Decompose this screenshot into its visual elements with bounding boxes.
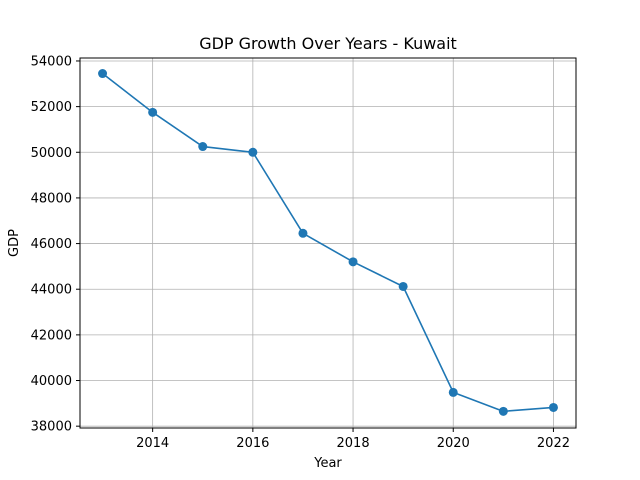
y-tick-label: 40000 (31, 374, 72, 389)
y-tick-label: 38000 (31, 420, 72, 435)
y-tick-label: 44000 (31, 283, 72, 298)
data-point (198, 142, 208, 152)
data-point (498, 406, 508, 416)
data-point (98, 69, 108, 79)
x-axis-label: Year (313, 456, 342, 471)
y-tick-label: 52000 (31, 100, 72, 115)
x-tick-label: 2022 (537, 436, 570, 451)
x-tick-label: 2020 (437, 436, 470, 451)
y-tick-label: 48000 (31, 191, 72, 206)
data-point (548, 402, 558, 412)
data-point (398, 281, 408, 291)
x-tick-label: 2016 (236, 436, 269, 451)
data-point (298, 228, 308, 238)
y-axis-label: GDP (7, 229, 22, 257)
x-tick-label: 2018 (337, 436, 370, 451)
data-point (248, 147, 258, 157)
y-tick-label: 50000 (31, 146, 72, 161)
data-point (348, 257, 358, 267)
y-tick-label: 42000 (31, 328, 72, 343)
grid-lines (80, 58, 576, 428)
data-point (148, 107, 158, 117)
axis-ticks: 2014 2016 2018 2020 2022 38000 40000 42000 44000… (31, 54, 570, 451)
series-line (102, 72, 554, 413)
plot-area-frame (79, 57, 577, 429)
data-series (98, 69, 558, 416)
y-tick-label: 54000 (31, 54, 72, 69)
data-point (448, 387, 458, 397)
y-tick-label: 46000 (31, 237, 72, 252)
chart-title: GDP Growth Over Years - Kuwait (199, 34, 457, 53)
x-tick-label: 2014 (136, 436, 169, 451)
